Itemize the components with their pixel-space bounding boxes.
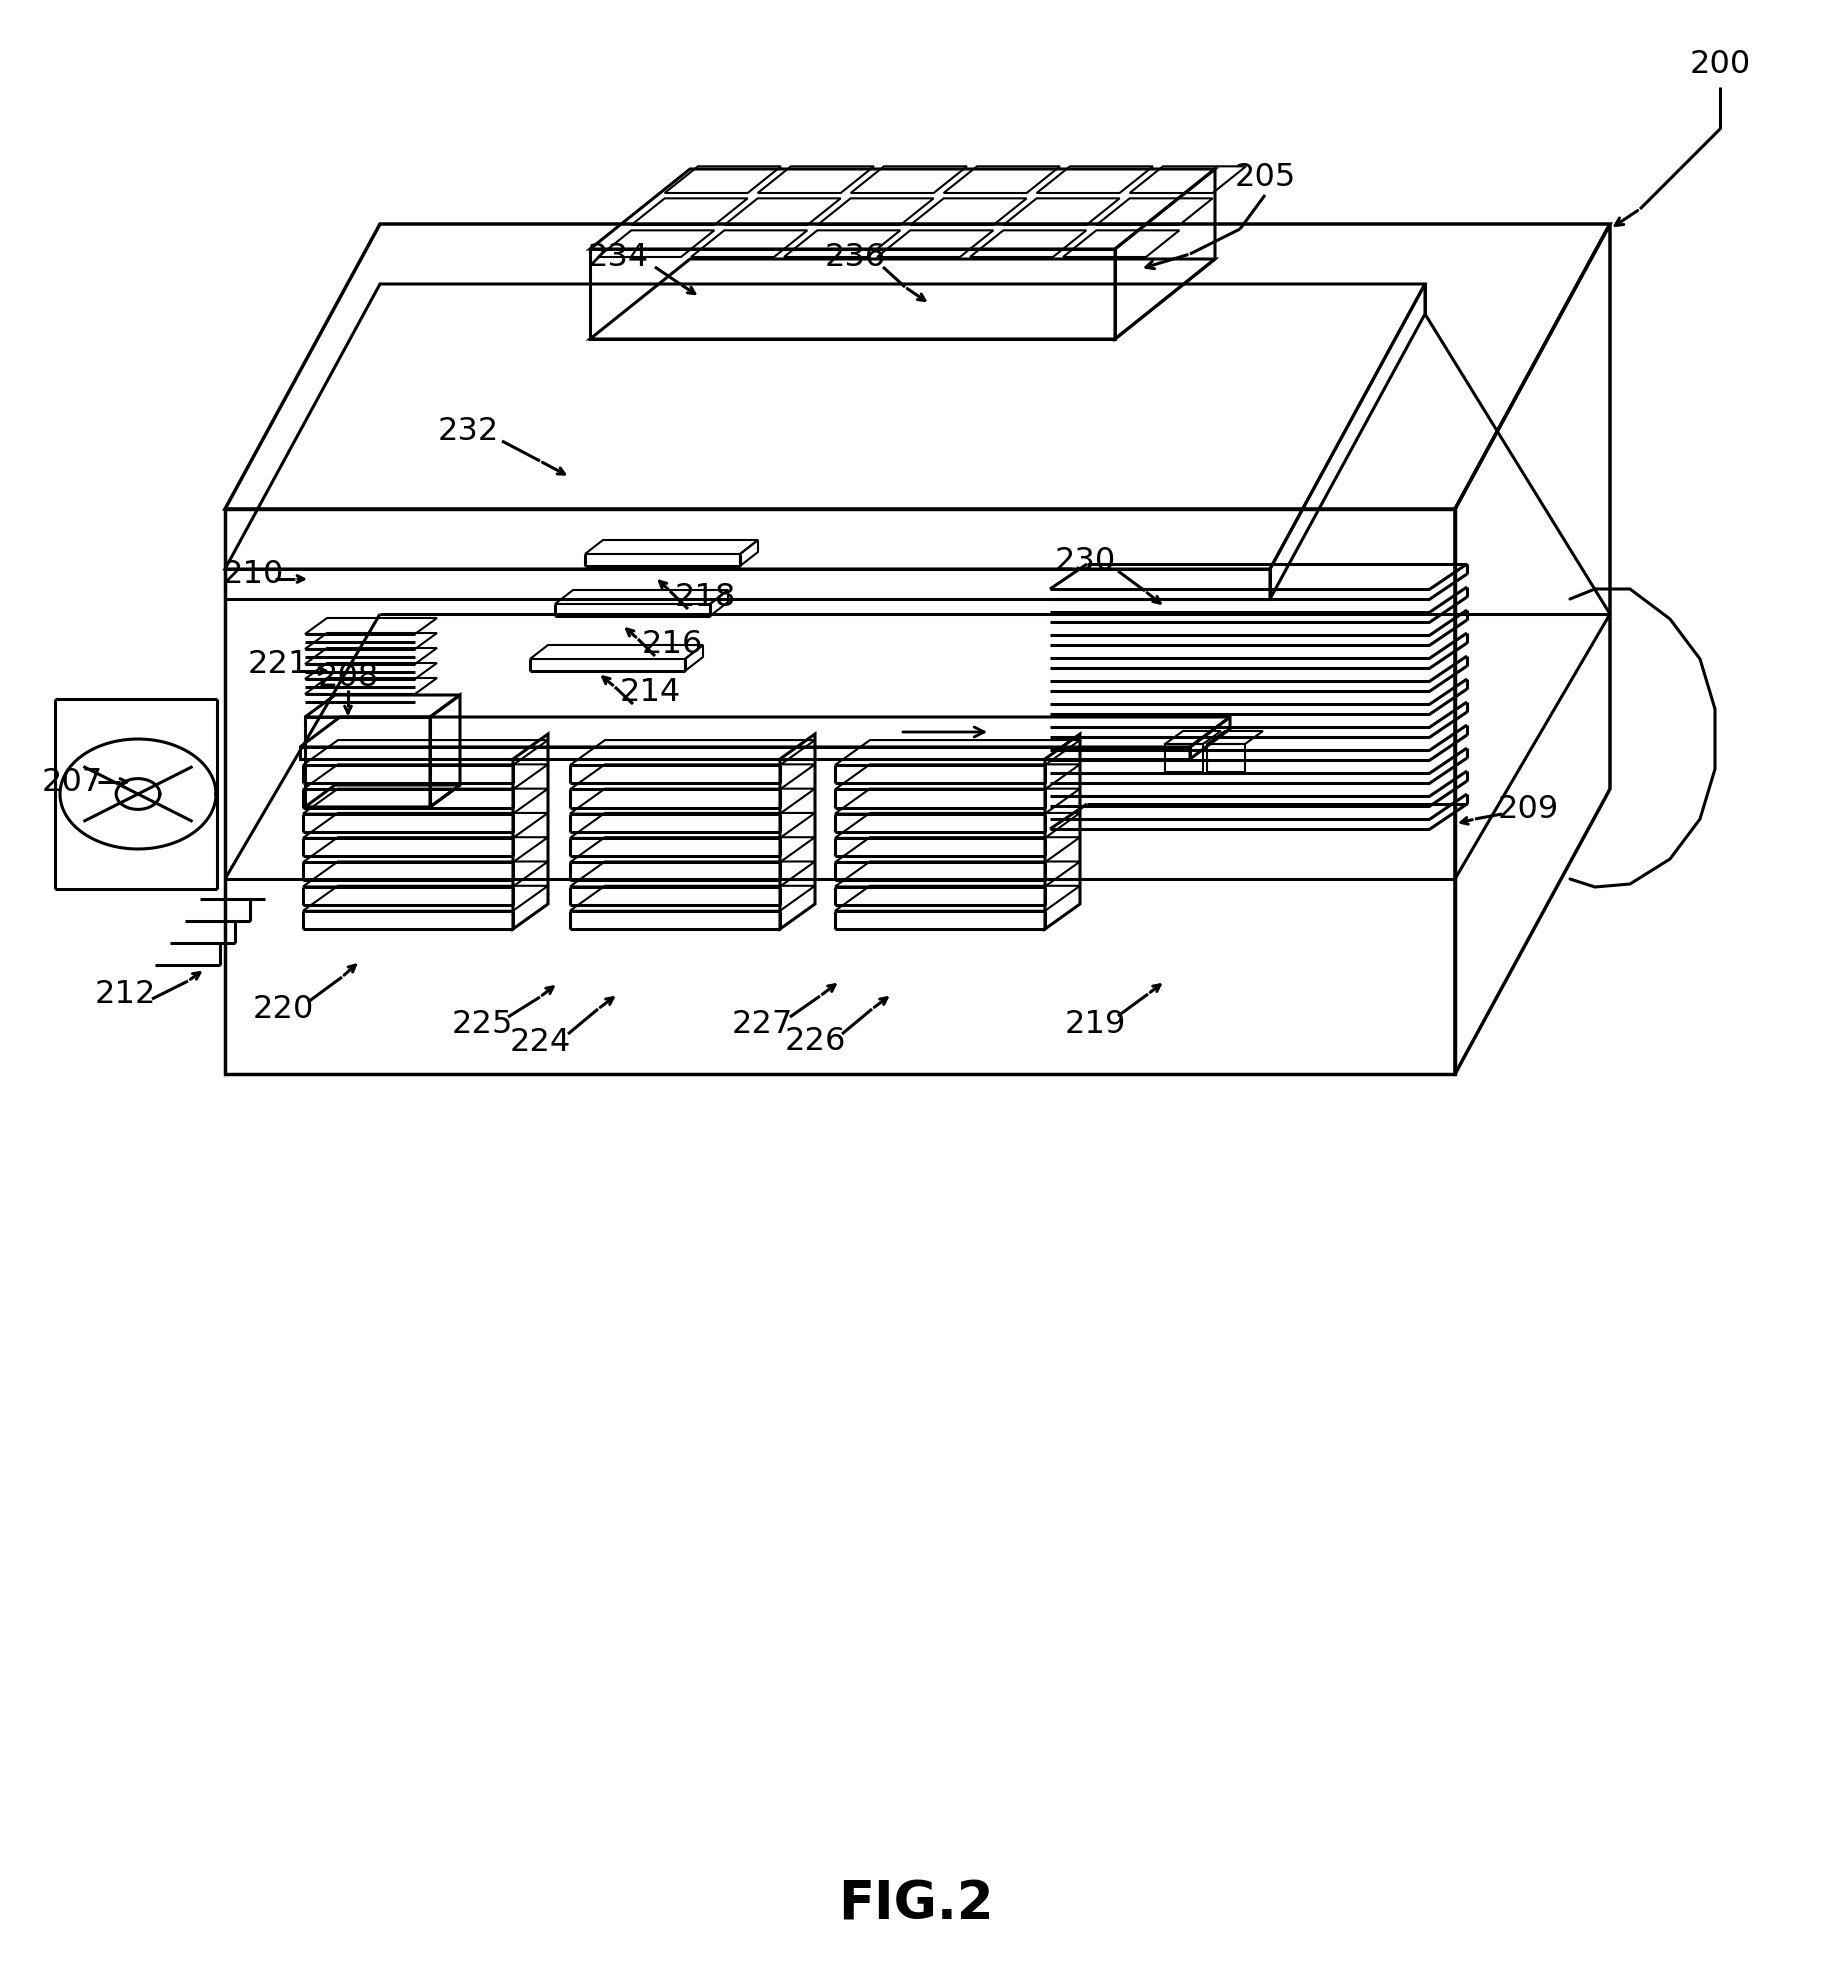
Text: 225: 225 (450, 1009, 512, 1041)
Text: 214: 214 (619, 678, 681, 708)
Text: 200: 200 (1689, 50, 1749, 81)
Text: 219: 219 (1063, 1009, 1125, 1041)
Text: 230: 230 (1054, 547, 1114, 577)
Text: 220: 220 (253, 995, 313, 1025)
Text: 212: 212 (93, 979, 156, 1011)
Text: 209: 209 (1497, 795, 1557, 825)
Text: 210: 210 (221, 559, 284, 591)
Text: 226: 226 (783, 1027, 845, 1056)
Text: 232: 232 (437, 416, 498, 448)
Text: 205: 205 (1233, 163, 1296, 194)
Text: FIG.2: FIG.2 (838, 1879, 992, 1930)
Text: 218: 218 (673, 583, 736, 612)
Text: 227: 227 (730, 1009, 792, 1041)
Text: 234: 234 (587, 242, 648, 274)
Text: 216: 216 (640, 628, 703, 660)
Text: 224: 224 (509, 1027, 571, 1058)
Text: 221: 221 (247, 650, 309, 680)
Text: 207: 207 (42, 767, 102, 799)
Text: 208: 208 (317, 662, 379, 694)
Text: 236: 236 (824, 242, 886, 274)
